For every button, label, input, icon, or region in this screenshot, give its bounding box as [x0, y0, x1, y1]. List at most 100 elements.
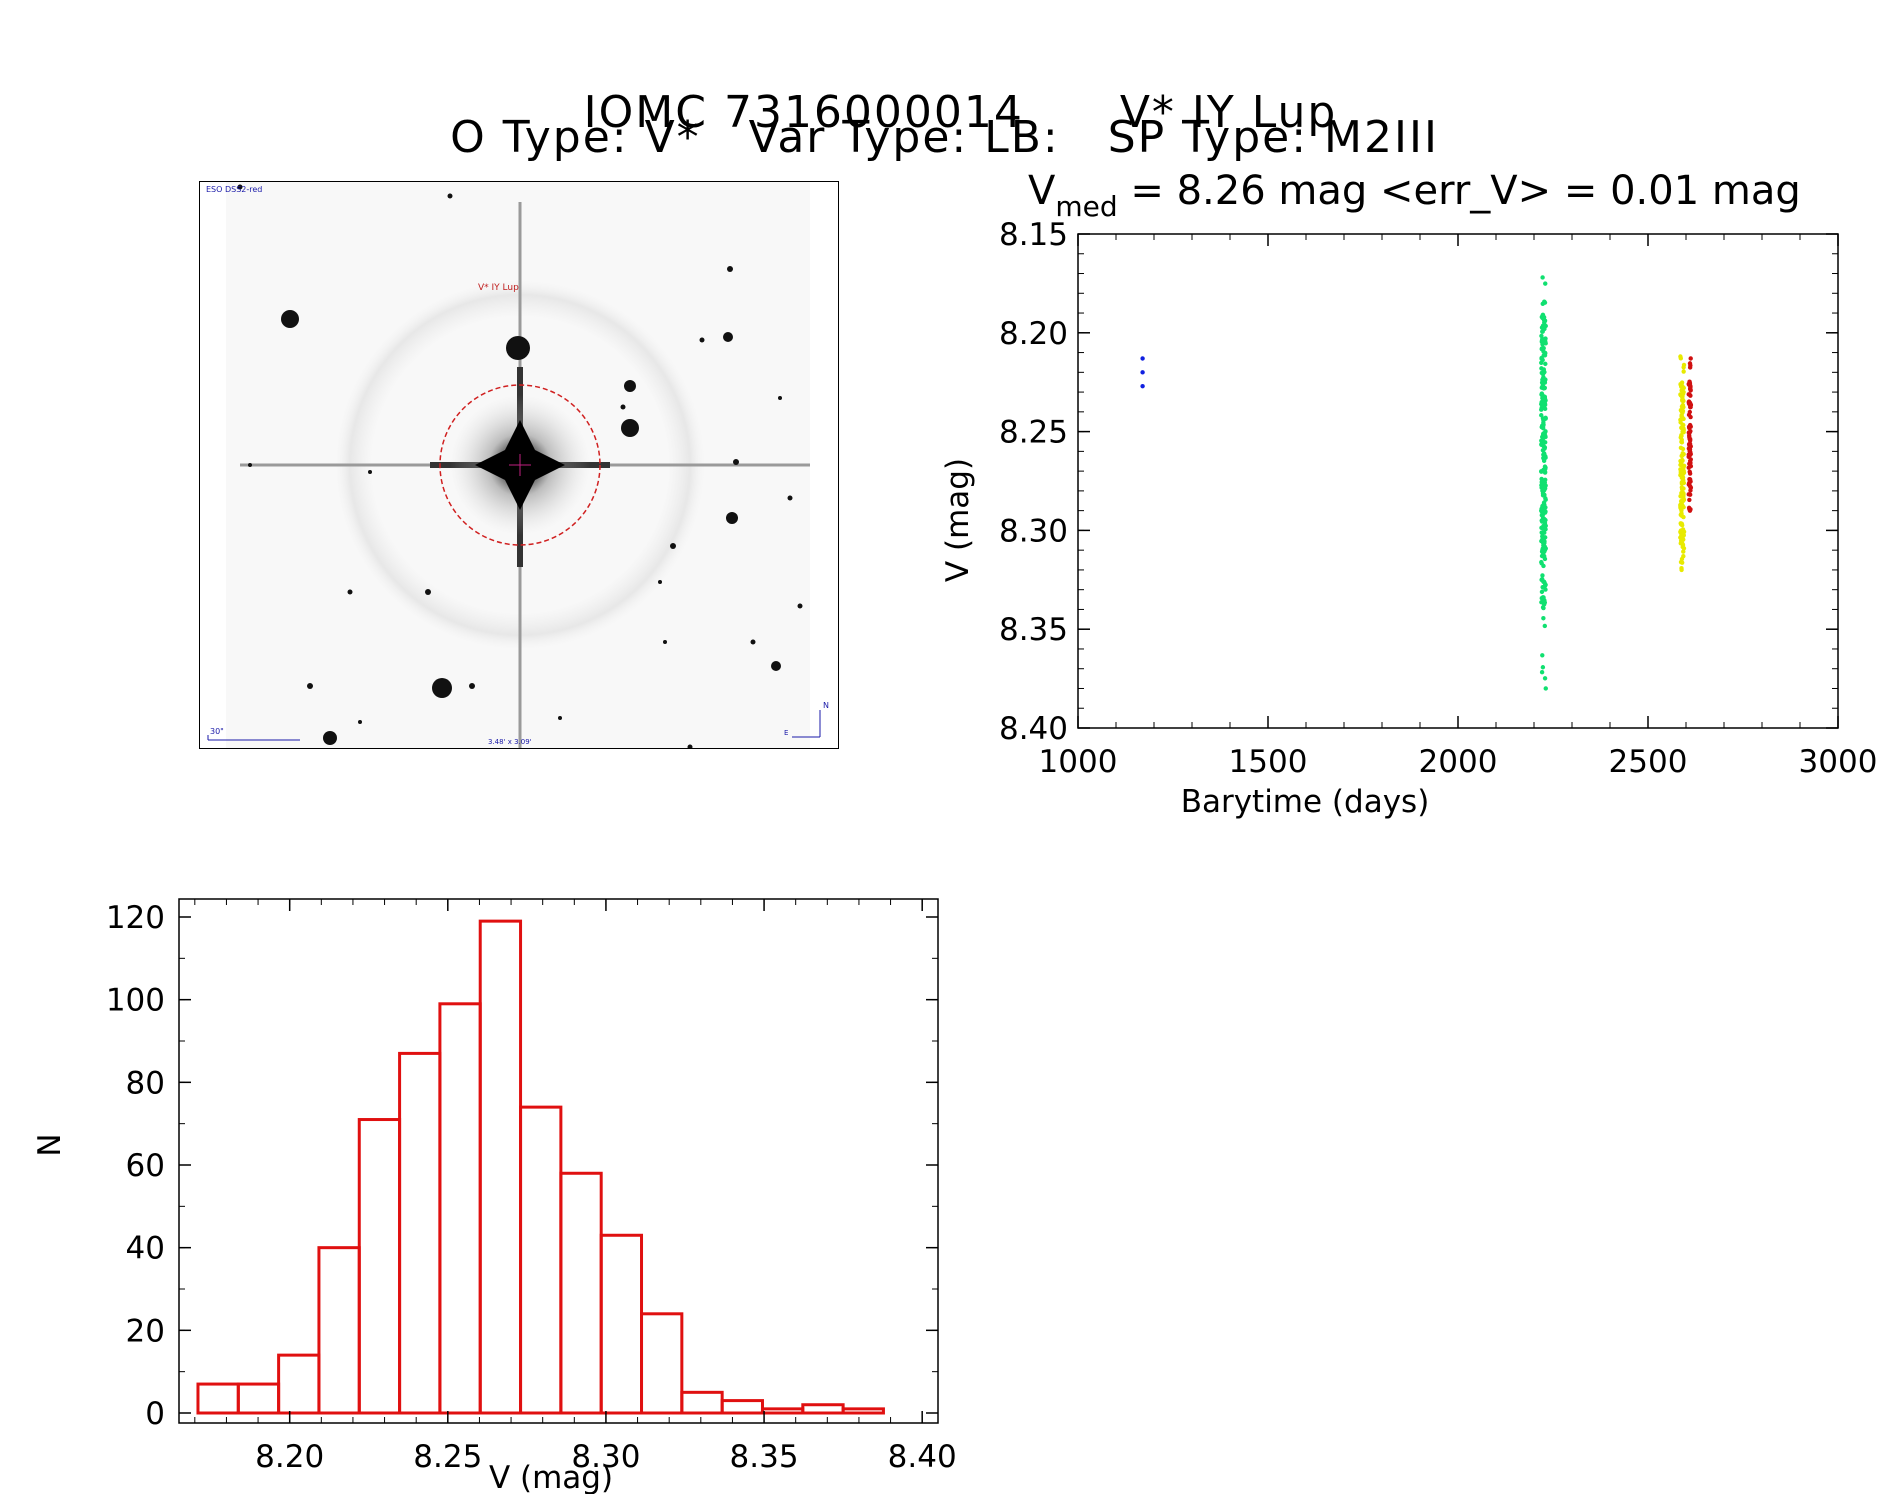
histogram-y-tick-label: 20 — [126, 1313, 165, 1349]
light-curve-point — [1679, 513, 1685, 519]
light-curve-y-tick-label: 8.25 — [999, 415, 1068, 451]
light-curve-y-tick-label: 8.15 — [999, 217, 1068, 253]
light-curve-series — [1539, 275, 1548, 691]
light-curve-point — [1679, 487, 1685, 492]
histogram-bar — [519, 1105, 563, 1415]
light-curve-point — [1542, 446, 1547, 451]
light-curve-point — [1687, 436, 1692, 441]
light-curve-point — [1541, 616, 1546, 621]
field-size-label: 3.48' x 3.09' — [488, 738, 532, 746]
light-curve-series — [1678, 354, 1687, 573]
east-label: E — [784, 729, 788, 737]
light-curve-point — [1542, 430, 1548, 435]
light-curve-point — [1540, 536, 1545, 542]
north-label: N — [823, 701, 829, 710]
histogram-x-label: V (mag) — [489, 1460, 613, 1494]
light-curve-point — [1686, 430, 1692, 435]
figure-subtitle: O Type: V* Var Type: LB: SP Type: M2III — [450, 112, 1439, 163]
light-curve-x-label: Barytime (days) — [1181, 784, 1430, 820]
light-curve-point — [1539, 413, 1544, 418]
light-curve-point — [1543, 281, 1548, 286]
light-curve-point — [1540, 376, 1546, 382]
histogram-x-tick-label: 8.20 — [255, 1439, 324, 1475]
light-curve-point — [1679, 565, 1684, 571]
light-curve-point — [1679, 440, 1685, 445]
histogram-y-tick-label: 60 — [126, 1148, 165, 1184]
light-curve-point — [1679, 432, 1684, 438]
light-curve-frame — [1077, 233, 1839, 729]
histogram-bar — [801, 1403, 845, 1415]
light-curve-point — [1539, 669, 1545, 675]
light-curve-point — [1678, 392, 1683, 397]
light-curve-point — [1686, 392, 1691, 397]
light-curve-point — [1540, 371, 1546, 377]
light-curve-title-main: V — [1028, 168, 1056, 214]
light-curve-point — [1539, 476, 1544, 482]
light-curve-point — [1542, 676, 1548, 681]
histogram-bar — [640, 1312, 684, 1415]
light-curve-point — [1679, 472, 1684, 477]
light-curve-point — [1686, 465, 1691, 470]
light-curve-point — [1542, 480, 1548, 485]
light-curve-point — [1540, 329, 1545, 334]
light-curve-point — [1678, 417, 1683, 422]
light-curve-point — [1679, 560, 1685, 565]
light-curve-series — [1686, 356, 1694, 513]
light-curve-title: Vmed = 8.26 mag <err_V> = 0.01 mag — [1028, 168, 1801, 223]
histogram-y-tick-label: 120 — [106, 900, 165, 936]
histogram-bar — [317, 1246, 361, 1415]
histogram-bar — [398, 1051, 442, 1415]
histogram-bar — [438, 1002, 482, 1415]
histogram-bar — [599, 1233, 644, 1415]
light-curve-point — [1688, 356, 1693, 361]
light-curve-point — [1140, 383, 1145, 389]
light-curve-point — [1541, 554, 1546, 559]
light-curve-point — [1542, 544, 1547, 549]
light-curve-point — [1679, 388, 1684, 393]
light-curve-point — [1539, 333, 1544, 339]
light-curve-point — [1686, 442, 1692, 447]
light-curve-point — [1542, 385, 1547, 390]
histogram-x-tick-label: 8.35 — [730, 1439, 799, 1475]
light-curve-point — [1539, 424, 1544, 430]
light-curve-point — [1686, 492, 1691, 497]
histogram-bar — [559, 1171, 603, 1415]
light-curve-point — [1679, 533, 1684, 538]
light-curve-point — [1539, 360, 1544, 365]
light-curve-point — [1687, 458, 1693, 464]
light-curve-point — [1679, 540, 1685, 545]
light-curve-point — [1679, 408, 1684, 414]
light-curve-point — [1542, 623, 1548, 629]
finder-chart-drawing: ESO DSS2-red V* IY Lup 30" 3.48' x 3.09'… — [200, 182, 838, 748]
light-curve-point — [1543, 465, 1548, 470]
light-curve-point — [1540, 436, 1546, 441]
light-curve-point — [1543, 517, 1548, 523]
object-id: IOMC 7316000014 — [583, 87, 1024, 138]
histogram-chart: 8.20 8.25 8.30 8.35 8.40 0 20 40 60 80 100 120 V (m… — [32, 898, 957, 1494]
light-curve-point — [1679, 494, 1684, 499]
histogram-bar — [760, 1407, 805, 1415]
light-curve-point — [1539, 392, 1544, 397]
light-curve-point — [1540, 653, 1545, 658]
light-curve-point — [1541, 397, 1546, 402]
light-curve-point — [1539, 469, 1544, 474]
light-curve-x-tick-label: 1000 — [1039, 744, 1118, 780]
light-curve-point — [1541, 420, 1546, 426]
light-curve-point — [1540, 573, 1545, 578]
light-curve-point — [1539, 482, 1544, 488]
light-curve-point — [1540, 312, 1546, 317]
histogram-bar — [277, 1353, 321, 1415]
light-curve-point — [1687, 480, 1692, 485]
light-curve-y-tick-label: 8.40 — [999, 711, 1068, 747]
light-curve-point — [1687, 361, 1693, 366]
histogram-x-tick-label: 8.25 — [413, 1439, 482, 1475]
light-curve-point — [1140, 356, 1145, 361]
histogram-bar — [720, 1399, 764, 1415]
light-curve-point — [1687, 469, 1692, 475]
histogram-frame — [178, 898, 939, 1424]
light-curve-point — [1542, 547, 1548, 553]
light-curve-point — [1540, 493, 1546, 498]
light-curve-point — [1543, 582, 1548, 587]
light-curve-point — [1540, 512, 1546, 517]
histogram-bar — [478, 919, 523, 1415]
